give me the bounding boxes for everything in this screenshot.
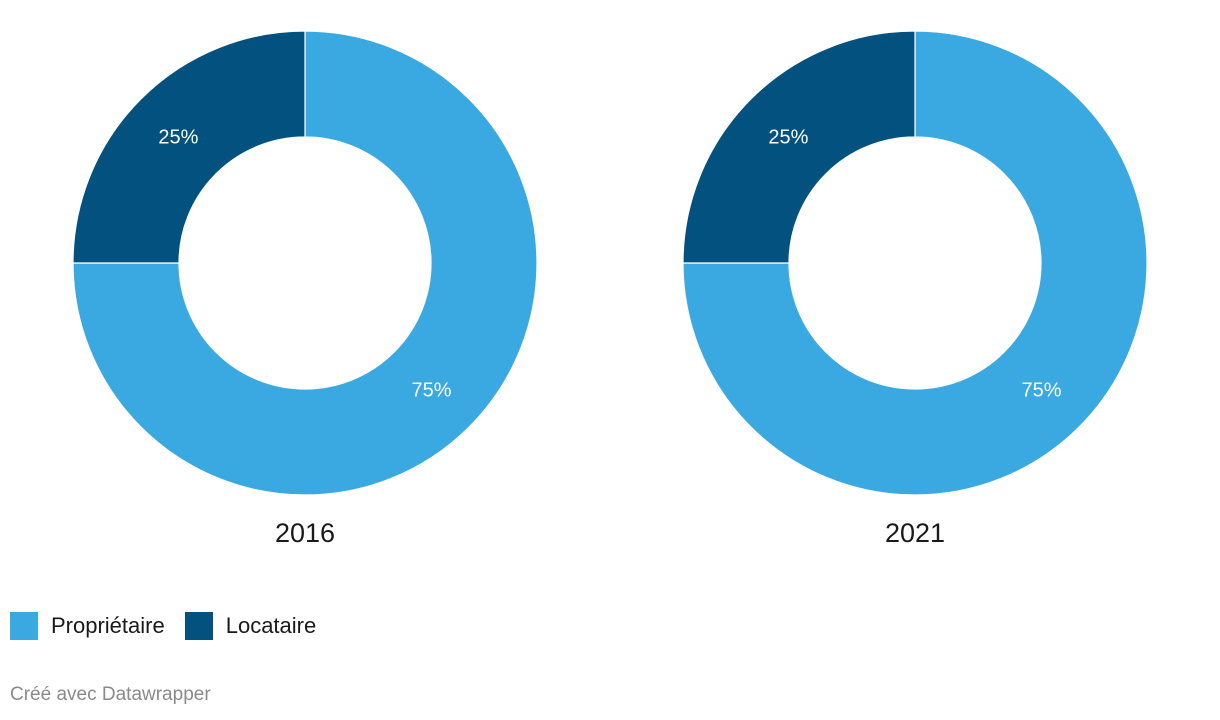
donut-slice-locataire[interactable] bbox=[682, 30, 916, 264]
slice-value-label: 75% bbox=[1022, 380, 1062, 402]
donut-charts: 75% 25% 2016 75% 25% 2021 bbox=[72, 30, 1148, 548]
donut-slice-propri-taire[interactable] bbox=[72, 30, 538, 496]
donut-slice-propri-taire[interactable] bbox=[682, 30, 1148, 496]
chart-title: 2016 bbox=[275, 518, 335, 548]
slice-value-label: 25% bbox=[158, 126, 198, 148]
donut-slice-locataire[interactable] bbox=[72, 30, 306, 264]
donut-chart-2021: 75% 25% 2021 bbox=[682, 30, 1148, 548]
legend: Propriétaire Locataire bbox=[10, 612, 316, 640]
legend-label-locataire: Locataire bbox=[225, 613, 317, 638]
slice-value-label: 25% bbox=[768, 126, 808, 148]
legend-item-locataire: Locataire bbox=[184, 612, 317, 640]
legend-label-proprietaire: Propriétaire bbox=[51, 613, 165, 638]
legend-swatch-locataire bbox=[184, 612, 213, 640]
credit-footer[interactable]: Créé avec Datawrapper bbox=[10, 684, 211, 705]
chart-title: 2021 bbox=[885, 518, 945, 548]
legend-item-proprietaire: Propriétaire bbox=[10, 612, 165, 640]
donut-chart-2016: 75% 25% 2016 bbox=[72, 30, 538, 548]
slice-value-label: 75% bbox=[412, 380, 452, 402]
legend-swatch-proprietaire bbox=[10, 612, 38, 640]
